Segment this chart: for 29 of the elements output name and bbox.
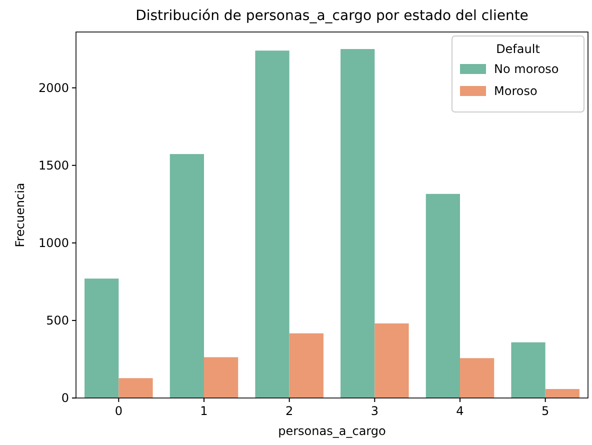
y-tick-label: 1500 bbox=[38, 158, 69, 173]
bar bbox=[374, 323, 409, 398]
bar bbox=[84, 278, 119, 398]
y-tick-label: 500 bbox=[46, 314, 69, 328]
legend-label: No moroso bbox=[494, 62, 559, 76]
x-tick-label: 4 bbox=[456, 404, 464, 418]
chart-title: Distribución de personas_a_cargo por estado del cliente bbox=[136, 8, 528, 24]
bar bbox=[511, 342, 546, 398]
legend-label: Moroso bbox=[494, 84, 538, 98]
x-axis-title: personas_a_cargo bbox=[278, 424, 386, 438]
y-tick-label: 0 bbox=[61, 391, 69, 406]
bar bbox=[118, 378, 153, 398]
bar bbox=[170, 154, 204, 398]
bar bbox=[204, 357, 238, 398]
bar bbox=[426, 194, 460, 398]
legend-title: Default bbox=[496, 42, 540, 56]
bar bbox=[460, 358, 494, 398]
bar bbox=[255, 50, 290, 398]
x-tick-label: 3 bbox=[370, 404, 378, 418]
y-tick-label: 2000 bbox=[38, 81, 69, 96]
x-tick-label: 5 bbox=[542, 404, 550, 418]
x-tick-label: 1 bbox=[200, 404, 208, 418]
x-tick-label: 0 bbox=[114, 404, 122, 418]
x-tick-label: 2 bbox=[286, 404, 294, 418]
y-tick-label: 1000 bbox=[38, 236, 69, 250]
bar bbox=[545, 389, 580, 398]
bar bbox=[340, 49, 375, 398]
bar bbox=[289, 333, 324, 398]
y-axis-title: Frecuencia bbox=[13, 182, 27, 248]
